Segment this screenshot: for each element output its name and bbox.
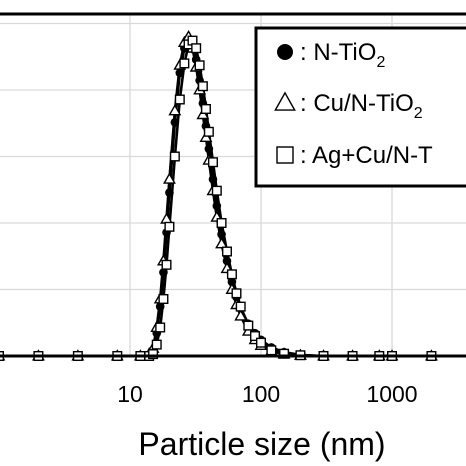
x-axis-ticks: 10 100 1000 — [117, 381, 417, 407]
data-point-series-2 — [179, 58, 190, 69]
data-point-series-0 — [217, 230, 226, 239]
data-point-series-1 — [234, 309, 248, 321]
legend-label-2: : Ag+Cu/N-T — [300, 142, 433, 169]
x-tick-label: 10 — [117, 381, 143, 407]
data-point-series-1 — [215, 237, 228, 249]
data-point-series-2 — [158, 294, 169, 305]
legend-label-0: : N-TiO2 — [300, 39, 385, 71]
data-point-series-0 — [170, 118, 180, 127]
data-point-series-2 — [231, 288, 242, 299]
data-point-series-2 — [250, 331, 261, 342]
plot-frame — [0, 12, 466, 358]
data-point-series-0 — [222, 256, 232, 266]
legend: : N-TiO2 : Cu/N-TiO2 : Ag+Cu/N-T — [254, 26, 466, 188]
data-point-series-2 — [226, 269, 237, 280]
legend-marker-2 — [276, 146, 294, 164]
data-point-series-2 — [155, 322, 166, 333]
data-point-series-2 — [174, 94, 185, 105]
data-point-series-2 — [216, 217, 227, 228]
x-axis-label: Particle size (nm) — [138, 426, 385, 462]
legend-marker-1 — [274, 91, 296, 111]
data-point-series-2 — [148, 349, 159, 360]
data-point-series-2 — [194, 60, 205, 71]
data-point-series-2 — [207, 157, 218, 168]
data-point-series-0 — [204, 144, 214, 154]
data-point-series-2 — [256, 337, 267, 348]
data-point-series-2 — [221, 246, 232, 257]
legend-marker-0 — [277, 44, 293, 60]
data-point-series-2 — [243, 320, 254, 331]
data-point-series-2 — [151, 339, 162, 350]
data-point-series-0 — [165, 188, 174, 197]
data-point-series-2 — [211, 185, 222, 196]
data-point-series-1 — [168, 104, 182, 116]
data-point-series-0 — [175, 68, 185, 78]
legend-label-1: : Cu/N-TiO2 — [300, 90, 423, 122]
data-point-series-2 — [200, 103, 211, 114]
x-tick-label: 1000 — [366, 381, 417, 407]
data-point-series-2 — [203, 126, 214, 137]
data-point-series-2 — [161, 259, 172, 270]
data-point-series-0 — [227, 277, 237, 287]
data-point-series-2 — [235, 301, 246, 312]
data-point-series-2 — [169, 151, 180, 162]
data-point-series-0 — [155, 302, 165, 311]
data-point-series-2 — [164, 221, 175, 232]
data-point-series-2 — [266, 345, 277, 356]
data-point-series-1 — [163, 172, 176, 184]
data-point-series-2 — [191, 43, 202, 54]
data-point-series-0 — [212, 201, 222, 211]
data-point-series-0 — [159, 268, 168, 277]
x-tick-label: 100 — [242, 381, 280, 407]
data-point-series-2 — [279, 348, 290, 359]
data-point-series-0 — [208, 175, 218, 184]
data-point-series-2 — [197, 81, 208, 92]
